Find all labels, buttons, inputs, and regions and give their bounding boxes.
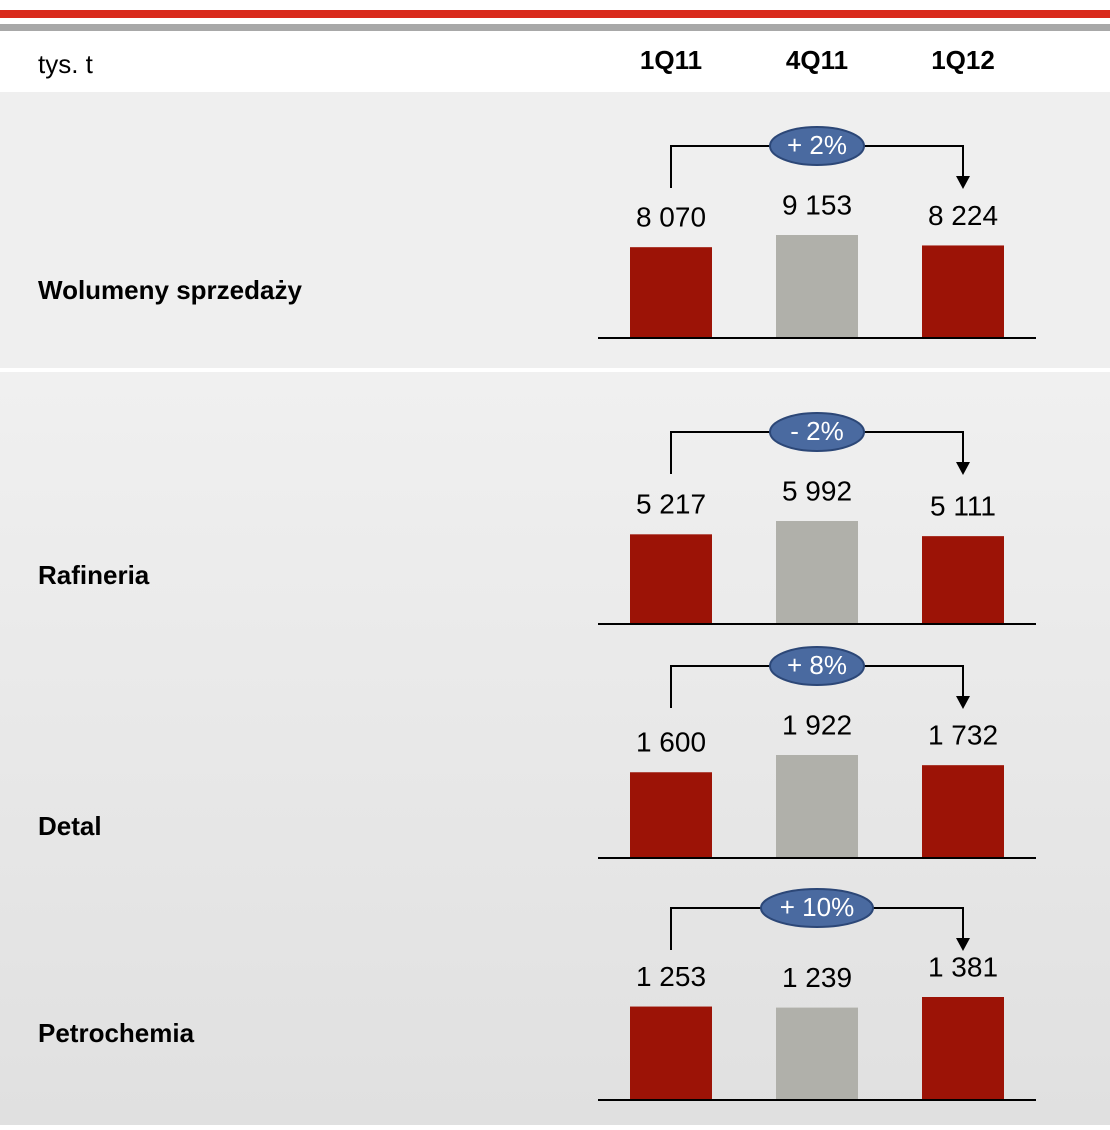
- bar: [776, 521, 858, 624]
- chart-title: Detal: [38, 811, 102, 841]
- bar: [776, 235, 858, 338]
- change-badge: [769, 646, 865, 686]
- bar: [922, 245, 1004, 338]
- bar: [922, 536, 1004, 624]
- column-header: 1Q12: [931, 45, 995, 75]
- arrow-head: [956, 176, 970, 189]
- chart-title: Petrochemia: [38, 1018, 195, 1048]
- unit-label: tys. t: [38, 49, 94, 79]
- change-label: + 2%: [787, 130, 847, 160]
- data-label: 9 153: [782, 189, 852, 220]
- data-label: 8 070: [636, 202, 706, 233]
- data-label: 1 381: [928, 951, 998, 982]
- bar: [776, 1007, 858, 1100]
- change-label: + 8%: [787, 650, 847, 680]
- arrow-head: [956, 938, 970, 951]
- column-header: 4Q11: [786, 45, 848, 75]
- arrow-head: [956, 462, 970, 475]
- arrow-head: [956, 696, 970, 709]
- data-label: 5 992: [782, 475, 852, 506]
- data-label: 1 253: [636, 961, 706, 992]
- data-label: 1 239: [782, 962, 852, 993]
- column-header: 1Q11: [640, 45, 702, 75]
- data-label: 1 732: [928, 720, 998, 751]
- data-label: 1 600: [636, 727, 706, 758]
- change-badge: [769, 412, 865, 452]
- chart-title: Rafineria: [38, 560, 150, 590]
- data-label: 1 922: [782, 709, 852, 740]
- data-label: 5 217: [636, 489, 706, 520]
- bar: [630, 534, 712, 624]
- bar: [630, 247, 712, 338]
- bar: [630, 1006, 712, 1100]
- change-badge: [769, 126, 865, 166]
- top-red-rule: [0, 10, 1110, 18]
- bar: [776, 755, 858, 858]
- chart-title: Wolumeny sprzedaży: [38, 275, 302, 305]
- change-label: - 2%: [790, 416, 843, 446]
- bar: [922, 765, 1004, 858]
- top-gray-rule: [0, 24, 1110, 31]
- bar: [630, 772, 712, 858]
- change-label: + 10%: [780, 892, 854, 922]
- bar: [922, 997, 1004, 1100]
- change-badge: [760, 888, 874, 928]
- data-label: 5 111: [930, 491, 996, 522]
- data-label: 8 224: [928, 200, 998, 231]
